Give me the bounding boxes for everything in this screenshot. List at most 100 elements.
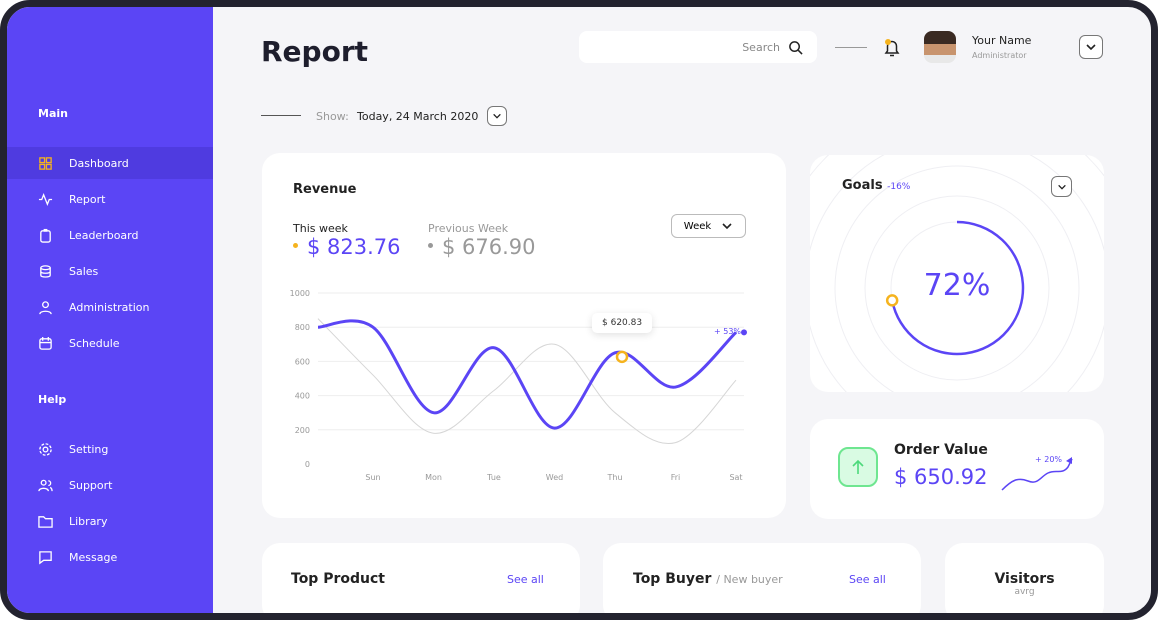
goals-progress-handle (885, 294, 899, 307)
sidebar-item-support[interactable]: Support (7, 469, 213, 501)
page-title: Report (261, 35, 369, 68)
sidebar-item-library[interactable]: Library (7, 505, 213, 537)
goals-percent: 72% (923, 268, 991, 303)
prev-week-label: Previous Week (428, 222, 509, 235)
sidebar-item-leaderboard[interactable]: Leaderboard (7, 219, 213, 251)
y-tick-label: 600 (295, 357, 310, 366)
date-dropdown[interactable] (487, 106, 507, 126)
bell-icon[interactable] (881, 37, 903, 59)
activity-icon (38, 192, 53, 206)
x-tick-label: Mon (425, 473, 442, 482)
divider (261, 115, 301, 116)
gauge-ring (864, 195, 1050, 381)
top-buyer-title: Top Buyer / New buyer (633, 571, 783, 587)
sidebar-item-label: Report (69, 192, 106, 206)
this-week-value: $ 823.76 (307, 235, 401, 259)
goals-title: Goals -16% (842, 178, 910, 193)
user-menu-dropdown[interactable] (1079, 35, 1103, 59)
prev-week-value: $ 676.90 (442, 235, 536, 259)
sidebar-item-label: Support (69, 478, 113, 492)
sidebar-item-label: Leaderboard (69, 228, 139, 242)
sidebar-item-label: Message (69, 550, 118, 564)
visitors-card: Visitors avrg (945, 543, 1104, 613)
gauge-ring (834, 165, 1080, 392)
x-tick-label: Wed (546, 473, 563, 482)
period-dropdown[interactable]: Week (671, 214, 746, 238)
sidebar-item-message[interactable]: Message (7, 541, 213, 573)
section-main-label: Main (38, 107, 68, 120)
y-tick-label: 0 (305, 460, 310, 469)
this-week-label: This week (293, 222, 348, 235)
avatar[interactable] (924, 31, 956, 63)
x-tick-label: Fri (671, 473, 681, 482)
chevron-down-icon (1086, 44, 1096, 51)
change-label: + 53% (714, 327, 742, 336)
sidebar-item-label: Administration (69, 300, 150, 314)
visitors-title: Visitors (994, 571, 1055, 587)
order-value-amount: $ 650.92 (894, 465, 988, 489)
revenue-title: Revenue (293, 182, 357, 197)
see-all-link[interactable]: See all (507, 573, 544, 586)
main: Report Search Your Name Administrator Sh… (213, 7, 1151, 613)
see-all-link[interactable]: See all (849, 573, 886, 586)
previous-week-line (317, 318, 737, 445)
gear-icon (39, 442, 52, 456)
user-icon (39, 300, 52, 314)
goals-gauge (810, 155, 1104, 392)
sidebar-item-sales[interactable]: Sales (7, 255, 213, 287)
goals-title-text: Goals (842, 178, 883, 193)
sidebar-item-schedule[interactable]: Schedule (7, 327, 213, 359)
database-icon (40, 264, 51, 278)
goals-card: Goals -16% 72% (810, 155, 1104, 392)
top-buyer-card: Top Buyer / New buyer See all (603, 543, 921, 613)
goals-dropdown[interactable] (1051, 176, 1072, 197)
sidebar-item-setting[interactable]: Setting (7, 433, 213, 465)
revenue-card: Revenue This week $ 823.76 Previous Week… (262, 153, 786, 518)
chevron-down-icon (1057, 184, 1066, 190)
chevron-down-icon (493, 113, 501, 119)
sidebar-item-dashboard[interactable]: Dashboard (7, 147, 213, 179)
highlight-point[interactable] (615, 350, 629, 364)
search-placeholder: Search (742, 40, 780, 54)
sidebar-item-label: Sales (69, 264, 99, 278)
revenue-chart: 0 200 400 600 800 1000 Sun Mon Tue Wed Thu Fri Sat (290, 289, 747, 482)
goals-progress-arc (890, 220, 1025, 356)
sidebar-item-report[interactable]: Report (7, 183, 213, 215)
x-tick-label: Tue (486, 473, 501, 482)
chevron-down-icon (722, 223, 732, 230)
sidebar-item-label: Dashboard (69, 156, 129, 170)
top-buyer-text: Top Buyer (633, 571, 712, 587)
chart-tooltip: $ 620.83 (592, 313, 653, 333)
up-arrow-icon (838, 447, 878, 487)
user-name: Your Name (972, 34, 1032, 47)
divider (835, 47, 867, 48)
y-tick-label: 800 (295, 323, 310, 332)
search-icon (789, 40, 803, 55)
order-value-title: Order Value (894, 442, 988, 458)
x-tick-label: Sun (365, 473, 380, 482)
trend-sparkline (1001, 457, 1073, 491)
folder-icon (38, 515, 53, 528)
sidebar-item-label: Library (69, 514, 108, 528)
new-buyer-tab[interactable]: / New buyer (716, 573, 783, 586)
end-point (741, 329, 747, 336)
prev-week-dot (428, 243, 433, 248)
search-input[interactable]: Search (579, 31, 817, 63)
section-help-label: Help (38, 393, 67, 406)
show-date: Today, 24 March 2020 (357, 110, 479, 123)
top-product-title: Top Product (291, 571, 385, 587)
goals-change: -16% (887, 182, 911, 192)
x-tick-label: Thu (606, 473, 622, 482)
message-icon (39, 550, 52, 564)
users-icon (38, 479, 53, 491)
period-value: Week (683, 220, 712, 232)
top-product-card: Top Product See all (262, 543, 580, 613)
sidebar: Main Dashboard Report Leaderboard Sales Admi… (7, 7, 213, 613)
visitors-subtitle: avrg (1014, 587, 1035, 597)
sidebar-item-administration[interactable]: Administration (7, 291, 213, 323)
this-week-dot (293, 243, 298, 248)
clipboard-icon (40, 228, 51, 243)
sidebar-item-label: Setting (69, 442, 109, 456)
this-week-line (317, 319, 738, 430)
